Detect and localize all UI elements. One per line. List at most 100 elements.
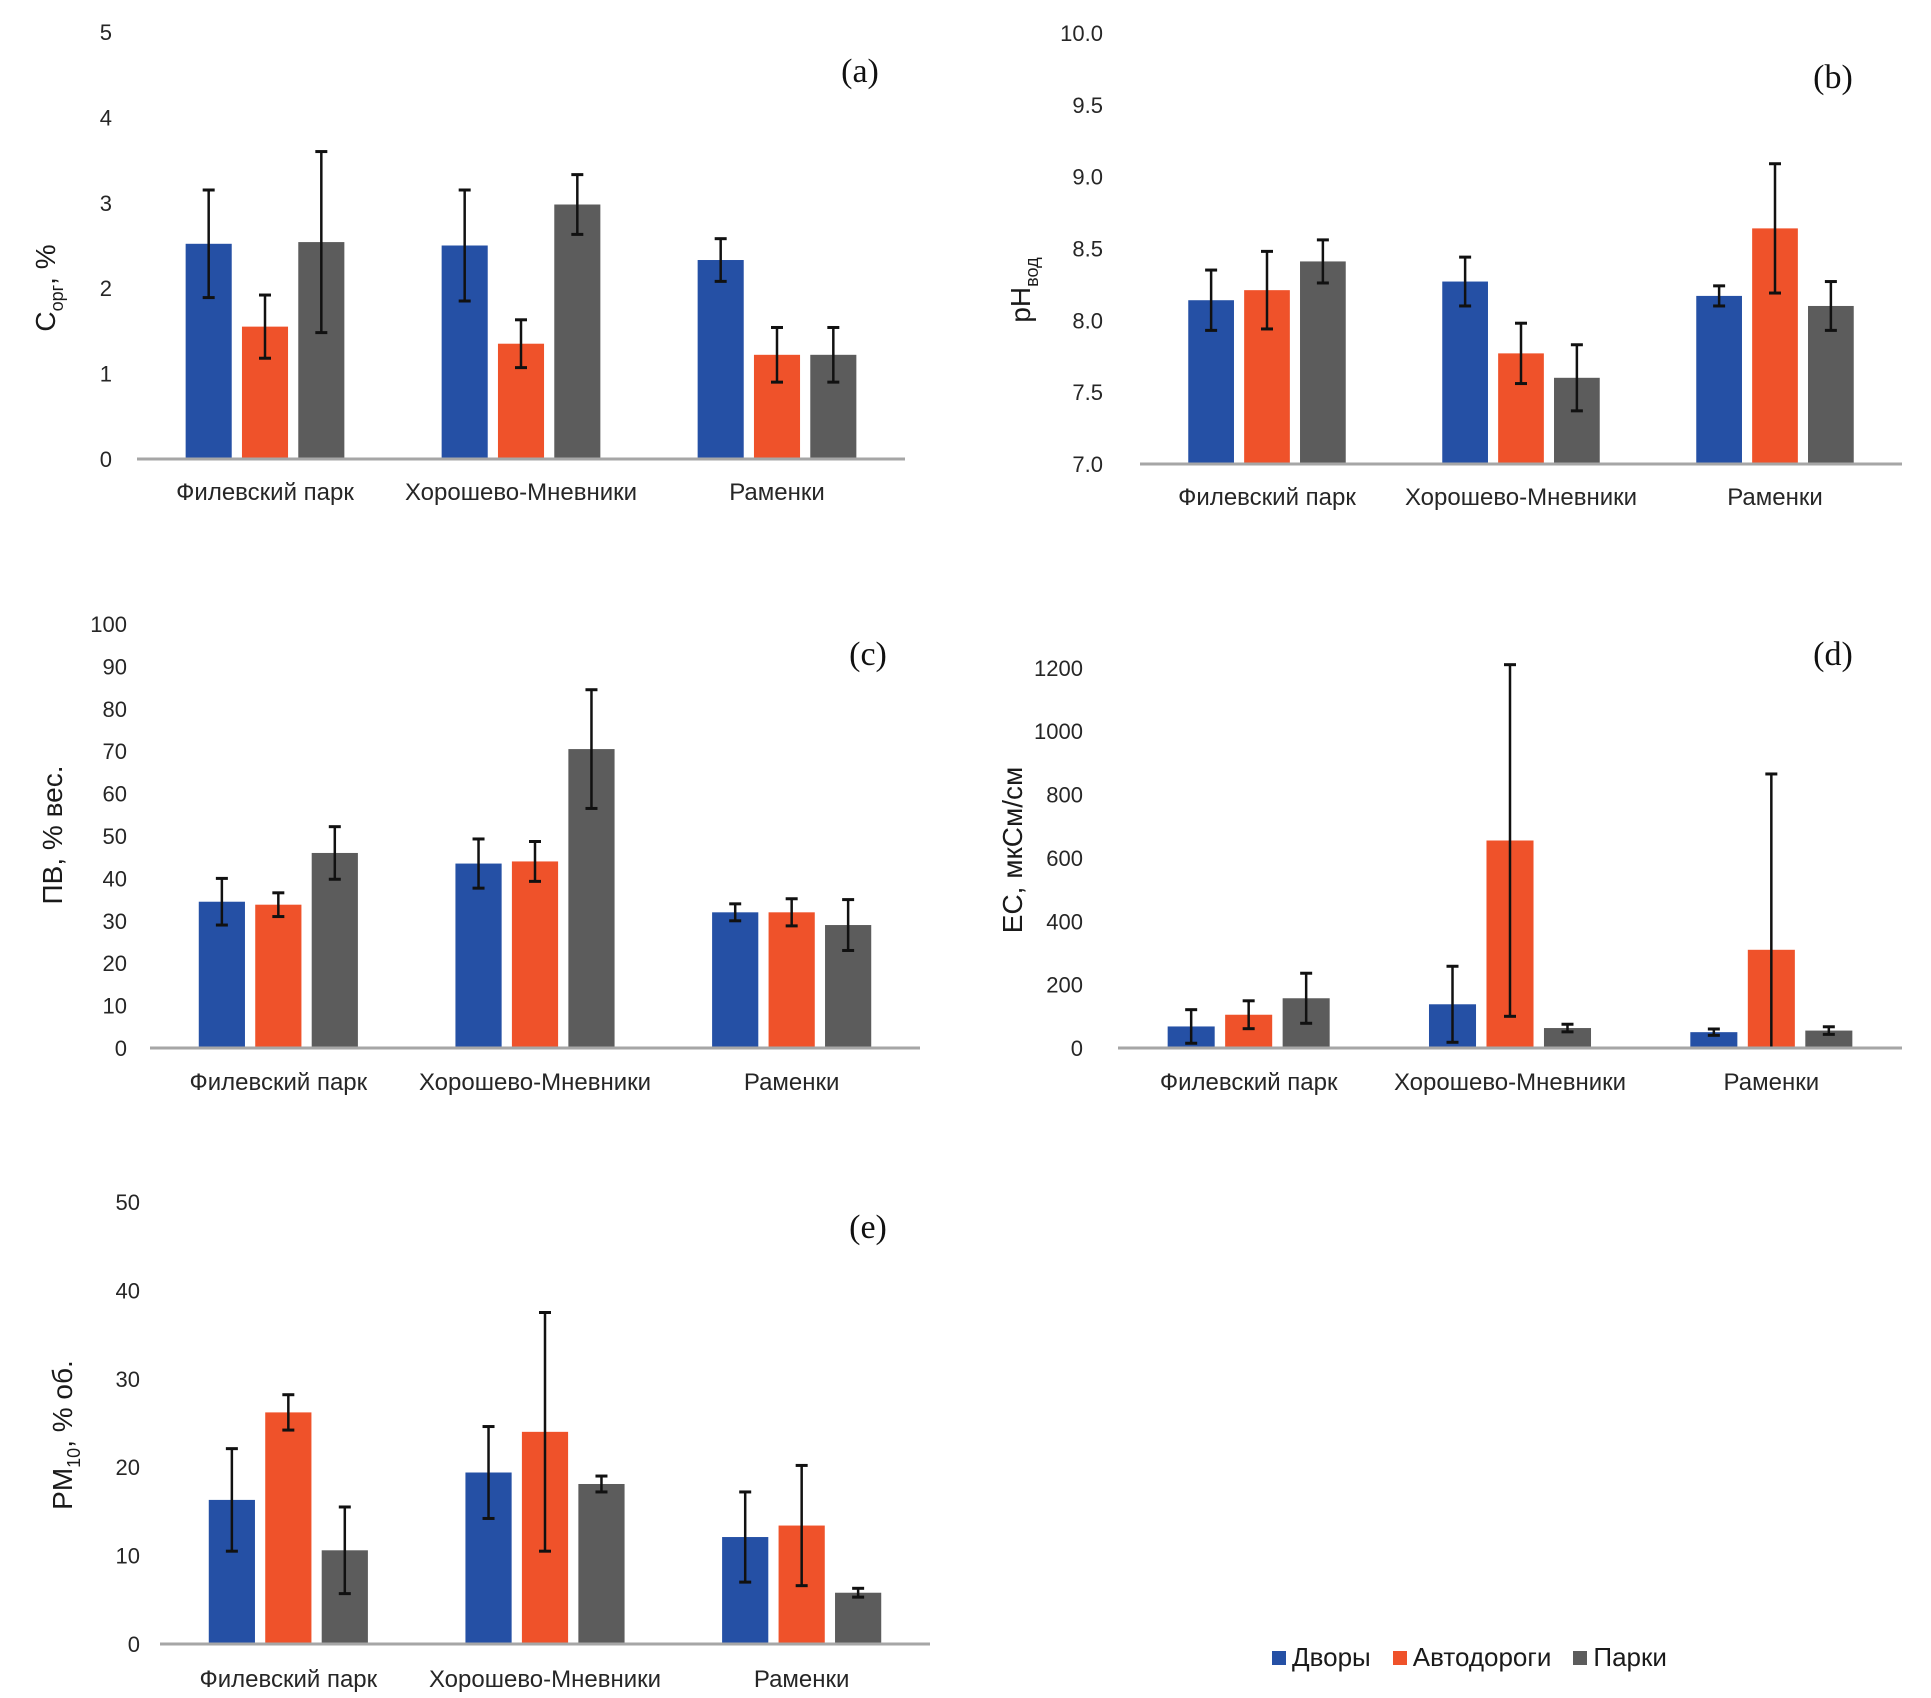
chart-panel-d: 0 200 400 600 800 1000 1200 EC, мкСм/см (d) Филев…: [997, 636, 1902, 1096]
y-axis-title-subscript: 10: [64, 1448, 84, 1468]
y-tick-label: 70: [103, 739, 127, 764]
y-tick-label: 10: [116, 1544, 140, 1569]
y-tick-label: 40: [116, 1278, 140, 1303]
y-tick-label: 4: [100, 105, 112, 130]
error-bar-e-1-2: [595, 1474, 608, 1494]
error-bar-c-1-0: [472, 837, 485, 890]
x-category-label: Раменки: [754, 1666, 850, 1693]
bar-a-2-0: [697, 260, 744, 459]
bar-e-0-1: [265, 1412, 312, 1644]
error-bar-b-2-0: [1713, 284, 1726, 308]
panel-label: (b): [1813, 59, 1853, 96]
y-tick-label: 0: [128, 1632, 140, 1657]
y-axis-title: ПВ, % вес.: [37, 766, 68, 905]
panel-label: (c): [849, 636, 887, 673]
y-tick-label: 0: [100, 447, 112, 472]
y-axis-title-subscript: вод: [1022, 257, 1042, 287]
legend-swatch-dvory: [1272, 1650, 1286, 1665]
x-category-label: Раменки: [729, 479, 825, 506]
chart-panel-b: 7.0 7.5 8.0 8.5 9.0 9.5 10.0 pHвод (b) Филевский …: [1005, 21, 1902, 511]
y-tick-label: 40: [103, 866, 127, 891]
y-axis-title-main: pH: [1005, 287, 1036, 323]
error-bar-b-1-0: [1459, 255, 1472, 308]
y-axis-title-main: PM: [47, 1468, 78, 1510]
y-tick-label: 10.0: [1060, 21, 1103, 46]
error-bar-c-0-0: [215, 876, 228, 927]
y-axis-title: EC, мкСм/см: [997, 767, 1028, 933]
error-bar-d-0-0: [1185, 1008, 1198, 1045]
y-tick-label: 9.5: [1072, 93, 1103, 118]
error-bar-e-0-0: [225, 1447, 238, 1553]
y-tick-label: 7.0: [1072, 452, 1103, 477]
bar-c-0-2: [311, 852, 358, 1048]
bar-a-1-2: [554, 204, 601, 459]
panel-label: (a): [841, 53, 879, 90]
error-bar-b-1-2: [1570, 343, 1583, 413]
y-tick-label: 50: [103, 824, 127, 849]
x-category-label: Хорошево-Мневники: [405, 479, 637, 506]
y-axis-title-subscript: орг: [47, 284, 67, 311]
error-bar-d-1-0: [1446, 964, 1459, 1044]
bar-e-2-2: [835, 1592, 882, 1644]
bar-e-1-2: [578, 1483, 625, 1644]
y-axis-title-tail: , %: [30, 244, 61, 284]
error-bar-e-1-1: [539, 1311, 551, 1553]
error-bar-a-0-0: [202, 188, 215, 300]
error-bar-a-0-1: [259, 293, 271, 360]
y-tick-label: 800: [1046, 783, 1083, 808]
legend-label-dvory: Дворы: [1292, 1642, 1371, 1672]
bar-c-0-1: [255, 904, 302, 1048]
x-category-label: Хорошево-Мневники: [429, 1666, 661, 1693]
error-bar-b-0-2: [1316, 238, 1329, 285]
error-bar-d-1-2: [1561, 1022, 1574, 1034]
error-bar-e-2-1: [795, 1463, 808, 1588]
bar-d-2-2: [1805, 1030, 1853, 1048]
y-tick-label: 5: [100, 20, 112, 45]
error-bar-b-1-1: [1515, 321, 1527, 386]
y-axis-title-main: ПВ, % вес.: [37, 766, 68, 905]
error-bar-e-0-2: [338, 1505, 351, 1596]
y-tick-label: 90: [103, 654, 127, 679]
y-tick-label: 200: [1046, 973, 1083, 998]
error-bar-e-2-0: [739, 1490, 752, 1584]
bar-b-0-2: [1300, 261, 1346, 464]
error-bar-d-2-0: [1707, 1027, 1720, 1037]
y-axis-title-main: EC, мкСм/см: [997, 767, 1028, 933]
bar-d-1-2: [1543, 1028, 1592, 1048]
error-bar-c-0-2: [328, 825, 341, 881]
y-tick-label: 8.5: [1072, 237, 1103, 262]
bar-d-2-0: [1690, 1032, 1738, 1048]
error-bar-c-2-2: [842, 898, 855, 952]
error-bar-d-0-1: [1242, 999, 1255, 1031]
y-tick-label: 30: [103, 909, 127, 934]
y-tick-label: 20: [103, 951, 127, 976]
error-bar-a-1-1: [515, 318, 527, 370]
error-bar-a-2-0: [714, 237, 727, 283]
error-bar-b-2-1: [1769, 162, 1781, 295]
y-tick-label: 2: [100, 276, 112, 301]
y-tick-label: 50: [116, 1190, 140, 1215]
error-bar-d-2-2: [1822, 1025, 1835, 1036]
panel-label: (e): [849, 1209, 887, 1246]
error-bar-c-1-1: [529, 840, 541, 883]
error-bar-d-0-2: [1300, 971, 1313, 1025]
bar-b-2-2: [1808, 305, 1854, 464]
error-bar-c-2-1: [785, 897, 798, 928]
error-bar-c-1-2: [585, 688, 598, 810]
y-axis-title-main: C: [30, 311, 61, 331]
panel-label: (d): [1813, 636, 1853, 673]
bar-b-1-0: [1442, 281, 1488, 464]
error-bar-a-1-0: [458, 188, 471, 303]
y-tick-label: 60: [103, 782, 127, 807]
y-tick-label: 9.0: [1072, 165, 1103, 190]
error-bar-b-2-2: [1824, 280, 1837, 332]
chart-panel-c: 0 10 20 30 40 50 60 70 80 90 100 ПВ, % вес. (c) Филев…: [37, 612, 920, 1096]
legend: Дворы Автодороги Парки: [1272, 1642, 1667, 1673]
x-category-label: Хорошево-Мневники: [1394, 1069, 1626, 1096]
bar-c-1-0: [455, 863, 502, 1048]
error-bar-b-0-0: [1205, 268, 1218, 332]
error-bar-a-2-2: [827, 325, 840, 384]
legend-item-parki: Парки: [1573, 1642, 1667, 1673]
